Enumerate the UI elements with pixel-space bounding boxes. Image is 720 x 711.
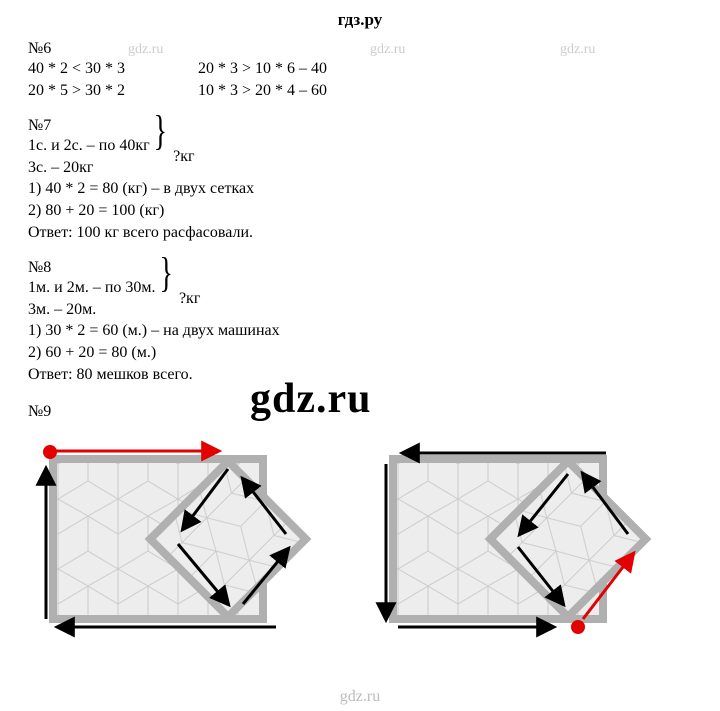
brace-icon-2: } bbox=[160, 264, 173, 329]
watermark-big: gdz.ru bbox=[250, 375, 372, 423]
problem8-label: №8 bbox=[28, 259, 692, 277]
p8-given1: 1м. и 2м. – по 30м. bbox=[28, 277, 156, 299]
p7-answer: Ответ: 100 кг всего расфасовали. bbox=[28, 222, 692, 244]
watermark-3: gdz.ru bbox=[560, 42, 595, 58]
footer-watermark: gdz.ru bbox=[0, 688, 720, 706]
p8-given2: 3м. – 20м. bbox=[28, 299, 156, 321]
diagram-left bbox=[28, 429, 338, 639]
page-header: гдз.ру bbox=[28, 10, 692, 30]
diagram-row bbox=[28, 429, 692, 639]
p8-step1: 1) 30 * 2 = 60 (м.) – на двух машинах bbox=[28, 320, 692, 342]
p7-step2: 2) 80 + 20 = 100 (кг) bbox=[28, 200, 692, 222]
watermark-1: gdz.ru bbox=[128, 42, 163, 58]
diagram-right bbox=[368, 429, 678, 639]
p7-question: ?кг bbox=[173, 146, 194, 168]
p8-question: ?кг bbox=[179, 288, 200, 310]
problem7-label: №7 bbox=[28, 117, 692, 135]
p7-step1: 1) 40 * 2 = 80 (кг) – в двух сетках bbox=[28, 178, 692, 200]
p7-given2: 3с. – 20кг bbox=[28, 157, 150, 179]
watermark-2: gdz.ru bbox=[370, 42, 405, 58]
p6-eq3: 20 * 3 > 10 * 6 – 40 bbox=[198, 58, 418, 80]
p7-given1: 1с. и 2с. – по 40кг bbox=[28, 135, 150, 157]
brace-icon: } bbox=[154, 122, 167, 187]
p6-eq1: 40 * 2 < 30 * 3 bbox=[28, 58, 198, 80]
p8-step2: 2) 60 + 20 = 80 (м.) bbox=[28, 342, 692, 364]
p6-eq2: 20 * 5 > 30 * 2 bbox=[28, 80, 198, 102]
p6-eq4: 10 * 3 > 20 * 4 – 60 bbox=[198, 80, 418, 102]
